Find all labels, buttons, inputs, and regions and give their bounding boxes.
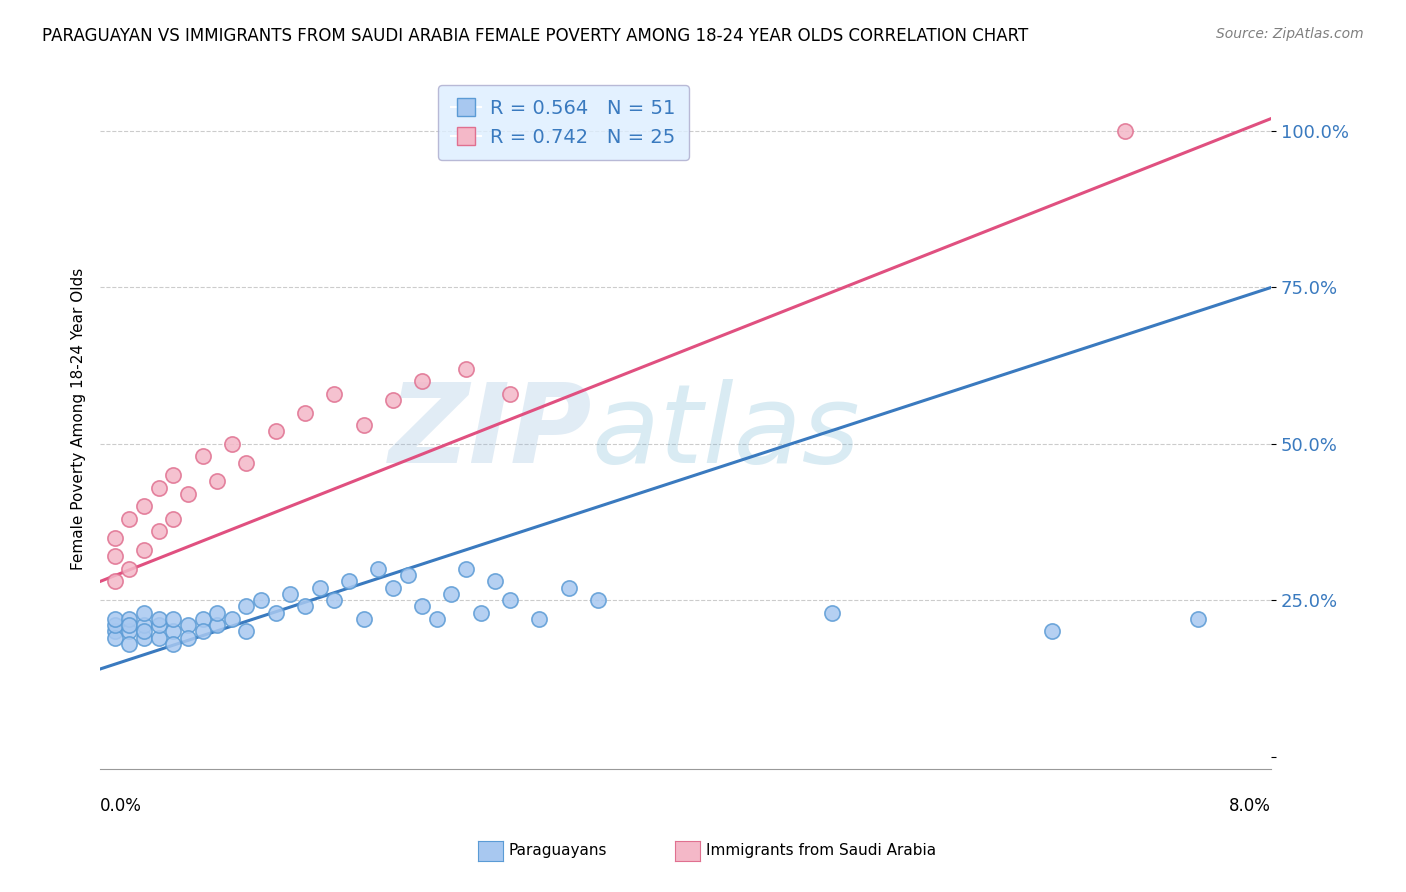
- Point: [177, 631, 200, 645]
- Point: [132, 631, 155, 645]
- Point: [426, 612, 449, 626]
- Point: [235, 599, 257, 614]
- Text: PARAGUAYAN VS IMMIGRANTS FROM SAUDI ARABIA FEMALE POVERTY AMONG 18-24 YEAR OLDS : PARAGUAYAN VS IMMIGRANTS FROM SAUDI ARAB…: [42, 27, 1028, 45]
- Point: [337, 574, 360, 589]
- Point: [499, 386, 522, 401]
- Point: [162, 624, 184, 639]
- Point: [529, 612, 551, 626]
- Point: [454, 562, 477, 576]
- Text: Immigrants from Saudi Arabia: Immigrants from Saudi Arabia: [706, 844, 936, 858]
- Point: [162, 637, 184, 651]
- Point: [205, 618, 228, 632]
- Point: [294, 405, 316, 419]
- Point: [221, 437, 243, 451]
- Point: [118, 624, 141, 639]
- Point: [162, 612, 184, 626]
- Point: [250, 593, 273, 607]
- Point: [308, 581, 330, 595]
- Point: [484, 574, 506, 589]
- Point: [132, 500, 155, 514]
- Point: [132, 624, 155, 639]
- Point: [264, 606, 287, 620]
- Point: [381, 581, 404, 595]
- Point: [148, 612, 170, 626]
- Text: 0.0%: 0.0%: [100, 797, 142, 815]
- Point: [177, 618, 200, 632]
- Point: [353, 612, 375, 626]
- Point: [411, 599, 433, 614]
- Point: [1187, 612, 1209, 626]
- Text: atlas: atlas: [592, 379, 860, 486]
- Point: [118, 637, 141, 651]
- Point: [411, 374, 433, 388]
- Point: [148, 481, 170, 495]
- Point: [132, 618, 155, 632]
- Point: [499, 593, 522, 607]
- Point: [104, 618, 127, 632]
- Point: [162, 468, 184, 483]
- Point: [586, 593, 609, 607]
- Point: [470, 606, 492, 620]
- Text: ZIP: ZIP: [388, 379, 592, 486]
- Point: [264, 425, 287, 439]
- Point: [132, 543, 155, 558]
- Point: [104, 549, 127, 564]
- Point: [235, 456, 257, 470]
- Point: [454, 361, 477, 376]
- Point: [118, 562, 141, 576]
- Y-axis label: Female Poverty Among 18-24 Year Olds: Female Poverty Among 18-24 Year Olds: [72, 268, 86, 570]
- Text: 8.0%: 8.0%: [1229, 797, 1271, 815]
- Point: [118, 612, 141, 626]
- Point: [118, 618, 141, 632]
- Point: [440, 587, 463, 601]
- Point: [148, 524, 170, 539]
- Point: [132, 606, 155, 620]
- Point: [104, 574, 127, 589]
- Point: [557, 581, 579, 595]
- Point: [235, 624, 257, 639]
- Text: Source: ZipAtlas.com: Source: ZipAtlas.com: [1216, 27, 1364, 41]
- Point: [104, 624, 127, 639]
- Point: [367, 562, 389, 576]
- Point: [162, 512, 184, 526]
- Point: [205, 475, 228, 489]
- Point: [1114, 124, 1136, 138]
- Point: [148, 631, 170, 645]
- Point: [104, 531, 127, 545]
- Point: [323, 386, 346, 401]
- Point: [104, 612, 127, 626]
- Point: [821, 606, 844, 620]
- Point: [280, 587, 302, 601]
- Point: [381, 392, 404, 407]
- Point: [323, 593, 346, 607]
- Point: [191, 624, 214, 639]
- Point: [294, 599, 316, 614]
- Legend: R = 0.564   N = 51, R = 0.742   N = 25: R = 0.564 N = 51, R = 0.742 N = 25: [437, 86, 689, 161]
- Text: Paraguayans: Paraguayans: [509, 844, 607, 858]
- Point: [118, 512, 141, 526]
- Point: [1040, 624, 1063, 639]
- Point: [148, 618, 170, 632]
- Point: [191, 450, 214, 464]
- Point: [205, 606, 228, 620]
- Point: [353, 418, 375, 433]
- Point: [104, 631, 127, 645]
- Point: [396, 568, 419, 582]
- Point: [177, 487, 200, 501]
- Point: [221, 612, 243, 626]
- Point: [191, 612, 214, 626]
